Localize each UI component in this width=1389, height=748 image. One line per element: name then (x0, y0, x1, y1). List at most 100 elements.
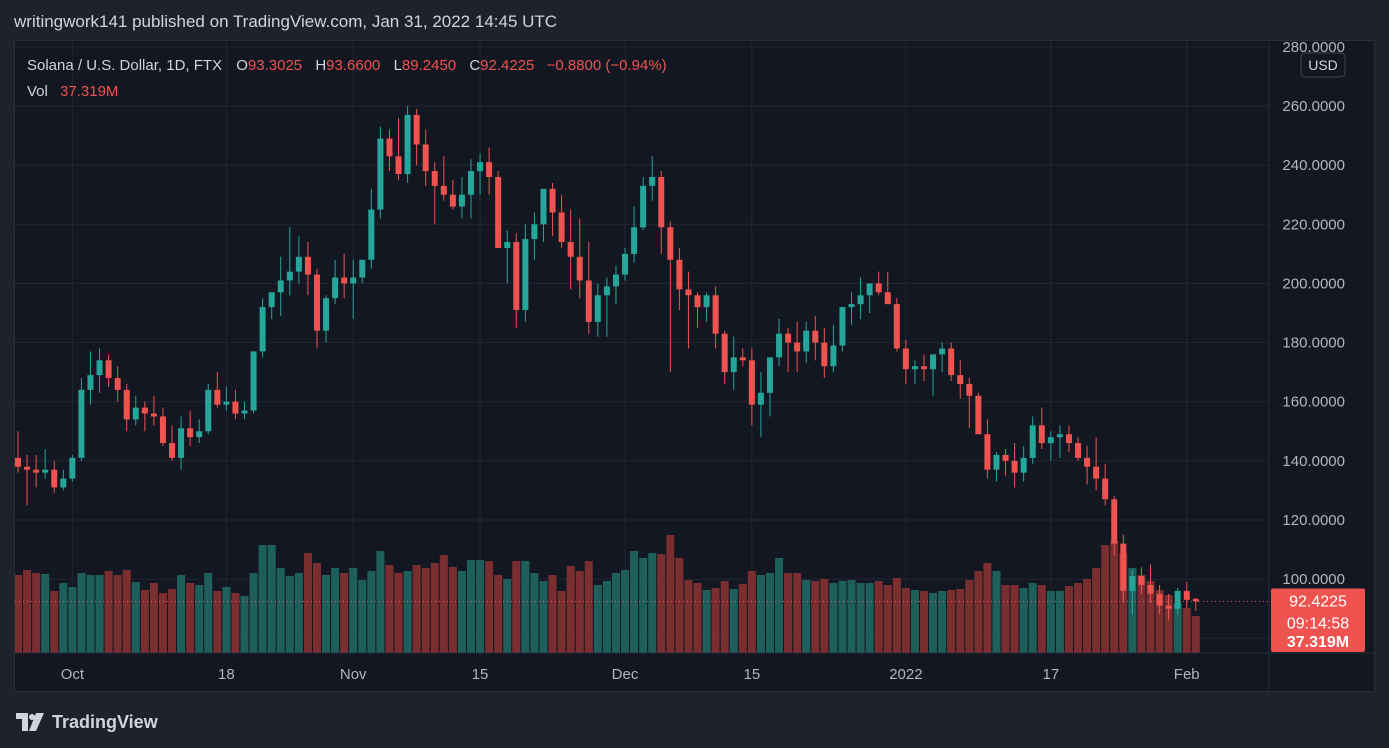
volume-bar (457, 571, 466, 653)
candle (1111, 496, 1118, 556)
volume-bar (503, 579, 512, 653)
ohlc-legend: Solana / U.S. Dollar, 1D, FTX O93.3025 H… (27, 57, 667, 74)
currency-badge[interactable]: USD (1300, 52, 1346, 78)
candle (150, 395, 157, 426)
volume-bar (874, 581, 883, 653)
candle (341, 253, 348, 299)
candle (187, 410, 194, 447)
candle (51, 460, 58, 494)
tradingview-brand[interactable]: TradingView (16, 708, 158, 736)
volume-bar (430, 563, 439, 653)
volume-bars (15, 535, 1200, 653)
close-label: C (469, 57, 480, 74)
candle (96, 348, 103, 393)
time-tick-label: 17 (1042, 666, 1059, 683)
volume-bar (639, 558, 648, 653)
volume-bar (122, 570, 131, 653)
volume-bar (394, 573, 403, 653)
candle (911, 360, 918, 384)
price-tick-label: 260.0000 (1282, 98, 1345, 115)
price-tick-label: 100.0000 (1282, 571, 1345, 588)
volume-bar (41, 574, 50, 653)
volume-bar (1191, 616, 1200, 653)
volume-bar (910, 590, 919, 653)
volume-bar (992, 571, 1001, 653)
volume-bar (158, 593, 167, 653)
countdown-timer: 09:14:58 (1287, 615, 1349, 632)
candle (1011, 443, 1018, 488)
candle (1192, 597, 1199, 611)
volume-bar (621, 570, 630, 653)
volume-bar (376, 551, 385, 653)
candle (721, 330, 728, 384)
candle (486, 147, 493, 195)
candle (350, 259, 357, 319)
candle (884, 271, 891, 305)
candle (676, 247, 683, 311)
candle (422, 129, 429, 186)
volume-bar (1083, 579, 1092, 653)
volume-bar (1074, 583, 1083, 653)
candle (993, 451, 1000, 482)
volume-bar (50, 591, 59, 653)
candle (1029, 416, 1036, 464)
volume-bar (1064, 586, 1073, 653)
change-value: −0.8800 (−0.94%) (547, 57, 667, 74)
volume-bar (1055, 591, 1064, 653)
candle (1056, 425, 1063, 458)
volume-bar (1164, 595, 1173, 653)
candle (1129, 570, 1136, 615)
close-value: 92.4225 (480, 57, 534, 74)
candle (1047, 431, 1054, 461)
candle (132, 395, 139, 426)
candle (386, 129, 393, 172)
volume-bar (23, 570, 32, 653)
volume-bar (611, 573, 620, 653)
volume-bar (385, 565, 394, 653)
volume-bar (421, 568, 430, 653)
candle (359, 259, 366, 284)
candle (893, 298, 900, 352)
volume-bar (829, 583, 838, 653)
volume-bar (340, 573, 349, 653)
currency-label: USD (1308, 57, 1338, 73)
volume-bar (213, 591, 222, 653)
candle (567, 209, 574, 290)
volume-bar (240, 596, 249, 653)
candle (540, 188, 547, 243)
candle (1147, 564, 1154, 603)
volume-bar (403, 571, 412, 653)
candle (413, 109, 420, 166)
candle (1102, 463, 1109, 506)
price-axis[interactable]: 280.0000 260.0000 240.0000 220.0000 200.0000… (1282, 41, 1345, 647)
candle (250, 351, 257, 414)
volume-bar (249, 573, 258, 653)
candle (42, 449, 49, 479)
volume-bar (883, 585, 892, 653)
volume-bar (1101, 545, 1110, 653)
volume-bar (956, 589, 965, 653)
volume-bar (1046, 591, 1055, 653)
volume-bar (331, 568, 340, 653)
volume-bar (557, 591, 566, 653)
volume-bar (276, 568, 285, 653)
time-axis[interactable]: Oct 18 Nov 15 Dec 15 2022 17 Feb (61, 666, 1200, 683)
candle (196, 419, 203, 444)
candle (295, 236, 302, 284)
volume-bar (684, 580, 693, 653)
candle (685, 271, 692, 349)
candle (558, 194, 565, 248)
volume-bar (720, 581, 729, 653)
candle (794, 321, 801, 373)
candle (631, 206, 638, 263)
candle (241, 401, 248, 420)
price-tick-label: 200.0000 (1282, 275, 1345, 292)
candlestick-chart[interactable]: 280.0000 260.0000 240.0000 220.0000 200.0000… (15, 41, 1374, 691)
low-value: 89.2450 (402, 57, 456, 74)
volume-bar (929, 593, 938, 653)
chart-container[interactable]: 280.0000 260.0000 240.0000 220.0000 200.0000… (14, 40, 1375, 692)
volume-bar (95, 575, 104, 653)
volume-bar (602, 581, 611, 653)
volume-bar (847, 580, 856, 653)
candle (323, 295, 330, 343)
